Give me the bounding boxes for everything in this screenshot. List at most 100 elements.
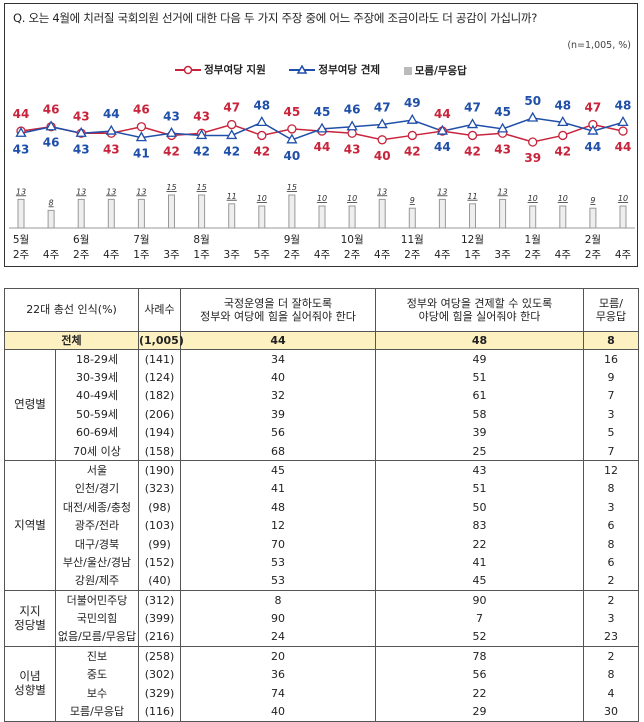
check-value-label: 49 xyxy=(404,96,421,110)
check-marker xyxy=(286,133,298,144)
x-tick-week: 2주 xyxy=(344,249,361,261)
row-label: 중도 xyxy=(55,665,139,685)
support-value-label: 47 xyxy=(585,101,602,115)
dk-value: 9 xyxy=(583,368,639,387)
dk-bar xyxy=(17,198,25,229)
check-value: 90 xyxy=(375,590,584,610)
check-marker xyxy=(75,126,87,137)
check-value-label: 44 xyxy=(103,107,120,121)
check-value: 58 xyxy=(375,405,584,424)
group-label: 연령별 xyxy=(4,348,56,462)
dk-bar xyxy=(619,205,627,229)
dk-value: 16 xyxy=(583,349,639,369)
support-value-label: 42 xyxy=(163,144,180,158)
support-marker xyxy=(467,130,478,141)
check-marker xyxy=(587,124,599,135)
dk-value: 8 xyxy=(583,665,639,685)
dk-bar-label: 9 xyxy=(590,196,595,205)
row-n: (158) xyxy=(138,441,181,462)
dk-value: 6 xyxy=(583,553,639,572)
check-value: 25 xyxy=(375,441,584,462)
support-value: 40 xyxy=(180,702,376,722)
dk-value: 3 xyxy=(583,609,639,628)
support-value: 34 xyxy=(180,349,376,369)
support-marker xyxy=(528,137,538,147)
chart-legend: 정부여당 지원 정부여당 견제 모름/무응답 xyxy=(5,62,637,78)
check-value-label: 43 xyxy=(163,109,180,123)
dk-bar-label: 15 xyxy=(166,183,176,192)
dk-bar xyxy=(228,203,236,229)
row-label: 진보 xyxy=(55,646,139,666)
row-label: 30-39세 xyxy=(55,368,139,387)
header-sample-size: 사례수 xyxy=(138,288,181,332)
support-value: 56 xyxy=(180,423,376,442)
dk-bar-label: 10 xyxy=(528,194,538,203)
check-value: 29 xyxy=(375,702,584,722)
circle-line-icon xyxy=(175,65,202,74)
row-n: (40) xyxy=(138,571,181,592)
support-value-label: 45 xyxy=(284,105,301,119)
support-marker xyxy=(287,124,297,134)
dk-bar-label: 10 xyxy=(347,194,357,203)
row-n: (216) xyxy=(138,627,181,648)
support-value: 24 xyxy=(180,627,376,648)
row-n: (258) xyxy=(138,646,181,666)
check-value: 45 xyxy=(375,571,584,592)
support-value-label: 43 xyxy=(344,142,361,156)
check-value: 7 xyxy=(375,609,584,628)
check-value: 49 xyxy=(375,349,584,369)
x-tick-week: 4주 xyxy=(374,249,391,261)
row-n: (141) xyxy=(138,349,181,369)
dk-value: 2 xyxy=(583,590,639,610)
total-value: 8 xyxy=(583,331,639,350)
support-value-label: 46 xyxy=(133,103,150,117)
support-value-label: 44 xyxy=(434,107,451,121)
dk-bar-label: 10 xyxy=(618,194,628,203)
row-n: (190) xyxy=(138,460,181,480)
row-n: (152) xyxy=(138,553,181,572)
check-value: 61 xyxy=(375,386,584,406)
dk-value: 7 xyxy=(583,386,639,406)
support-marker xyxy=(257,130,267,141)
dk-bar-label: 11 xyxy=(227,192,237,201)
row-label: 70세 이상 xyxy=(55,441,139,462)
dk-bar-label: 13 xyxy=(377,187,387,196)
x-tick-month: 10월 xyxy=(341,234,364,246)
x-tick-month: 12월 xyxy=(461,234,484,246)
legend-support: 정부여당 지원 xyxy=(175,62,266,77)
header-dk: 모름/무응답 xyxy=(583,288,639,332)
support-value: 45 xyxy=(180,460,376,480)
table-row: 40-49세 (182) 32 61 7 xyxy=(5,386,639,406)
check-value: 22 xyxy=(375,534,584,554)
x-tick-month: 11월 xyxy=(401,234,424,246)
table-row: 지지 정당별 더불어민주당 (312) 8 90 2 xyxy=(4,590,639,648)
support-value-label: 42 xyxy=(464,144,481,158)
row-n: (103) xyxy=(138,516,181,535)
dk-value: 3 xyxy=(583,405,639,424)
support-value-label: 39 xyxy=(524,151,541,165)
table-row: 강원/제주 (40) 53 45 2 xyxy=(5,571,639,592)
check-value-label: 43 xyxy=(13,142,30,156)
dk-value: 8 xyxy=(583,534,639,554)
group-label: 이념 성향별 xyxy=(4,646,56,722)
support-value: 40 xyxy=(180,368,376,387)
row-label: 부산/울산/경남 xyxy=(55,553,139,572)
dk-bar xyxy=(107,198,115,229)
support-marker xyxy=(347,128,357,138)
table-row: 대전/세종/충청 (98) 48 50 3 xyxy=(5,498,639,517)
check-marker xyxy=(557,116,569,127)
x-tick-week: 3주 xyxy=(224,249,241,261)
check-marker xyxy=(165,126,178,137)
dk-bar xyxy=(47,209,55,229)
row-n: (182) xyxy=(138,386,181,406)
check-value-label: 47 xyxy=(374,101,391,115)
dk-bar xyxy=(378,198,386,229)
x-tick-week: 1주 xyxy=(464,249,481,261)
table-row: 이념 성향별 진보 (258) 20 78 2 xyxy=(4,646,639,722)
line-bar-chart: 13 8 13 13 13 15 15 11 10 15 10 10 13 9 13 11 13 10 10 9 10 4… xyxy=(9,94,635,261)
dk-bar xyxy=(198,194,206,229)
x-tick-month: 9월 xyxy=(284,234,300,246)
support-value: 8 xyxy=(180,590,376,610)
row-label: 18-29세 xyxy=(55,349,139,369)
check-value: 41 xyxy=(375,553,584,572)
